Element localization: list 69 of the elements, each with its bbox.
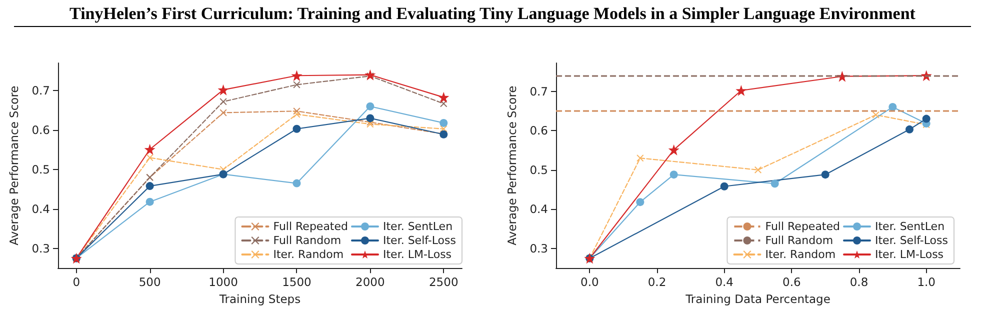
point xyxy=(146,154,154,162)
x-tick-label: 0.8 xyxy=(850,275,868,290)
legend-label: Iter. Self-Loss xyxy=(874,234,948,247)
legend-label: Iter. LM-Loss xyxy=(382,248,452,261)
y-tick-label: 0.6 xyxy=(32,123,50,138)
legend-label: Iter. Self-Loss xyxy=(382,234,456,247)
legend-label: Iter. Random xyxy=(765,248,836,261)
legend-label: Full Repeated xyxy=(273,220,348,233)
point xyxy=(146,182,154,190)
chart-title: TinyHelen’s First Curriculum: Training and Evaluating Tiny Language Models in a Simpler Language Environment xyxy=(14,0,971,27)
x-tick-label: 500 xyxy=(138,275,161,290)
x-tick-label: 0 xyxy=(72,275,80,290)
y-axis-title: Average Performance Score xyxy=(7,86,21,246)
point xyxy=(438,92,450,103)
legend-label: Iter. LM-Loss xyxy=(874,248,944,261)
y-tick-label: 0.3 xyxy=(32,241,50,256)
point xyxy=(770,180,779,188)
x-axis-title: Training Data Percentage xyxy=(684,292,830,306)
point xyxy=(888,103,897,112)
y-axis-title: Average Performance Score xyxy=(505,86,519,246)
y-tick-label: 0.5 xyxy=(32,162,50,176)
legend-label: Iter. SentLen xyxy=(382,220,453,233)
x-tick-label: 1.0 xyxy=(917,275,936,290)
y-tick-label: 0.4 xyxy=(530,202,548,216)
point xyxy=(292,179,301,188)
point xyxy=(291,70,302,82)
x-tick-label: 0.2 xyxy=(648,275,666,290)
point xyxy=(146,198,154,206)
y-tick-label: 0.7 xyxy=(32,84,50,98)
point xyxy=(293,110,300,118)
x-tick-label: 0.6 xyxy=(782,275,801,290)
point xyxy=(636,198,644,206)
point xyxy=(292,124,301,133)
x-tick-label: 1000 xyxy=(208,275,238,290)
x-tick-label: 0.0 xyxy=(580,275,599,290)
y-tick-label: 0.5 xyxy=(530,162,548,177)
point xyxy=(922,114,930,123)
y-tick-label: 0.3 xyxy=(530,241,548,256)
x-axis-title: Training Steps xyxy=(218,292,301,306)
point xyxy=(636,154,644,162)
point xyxy=(872,111,880,118)
point xyxy=(668,144,680,156)
legend-label: Full Random xyxy=(273,234,342,247)
point xyxy=(220,109,227,116)
legend-label: Iter. SentLen xyxy=(874,220,945,233)
x-tick-label: 0.4 xyxy=(715,275,734,290)
point xyxy=(670,170,678,179)
x-tick-label: 2500 xyxy=(428,275,458,290)
point xyxy=(366,102,374,110)
legend-label: Iter. Random xyxy=(273,248,344,261)
legend-label: Full Repeated xyxy=(765,220,840,233)
point xyxy=(821,170,830,179)
point xyxy=(906,125,914,134)
y-tick-label: 0.4 xyxy=(32,202,50,216)
point xyxy=(736,85,747,96)
point xyxy=(220,98,227,106)
point xyxy=(218,84,229,96)
point xyxy=(440,118,448,127)
point xyxy=(144,144,156,155)
y-tick-label: 0.7 xyxy=(530,84,548,98)
point xyxy=(366,114,374,122)
point xyxy=(293,81,300,88)
legend-label: Full Random xyxy=(765,234,834,247)
point xyxy=(754,166,762,174)
point xyxy=(364,69,376,80)
point xyxy=(720,182,728,190)
y-tick-label: 0.6 xyxy=(530,124,548,138)
x-tick-label: 1500 xyxy=(282,275,312,290)
x-tick-label: 2000 xyxy=(356,275,385,290)
